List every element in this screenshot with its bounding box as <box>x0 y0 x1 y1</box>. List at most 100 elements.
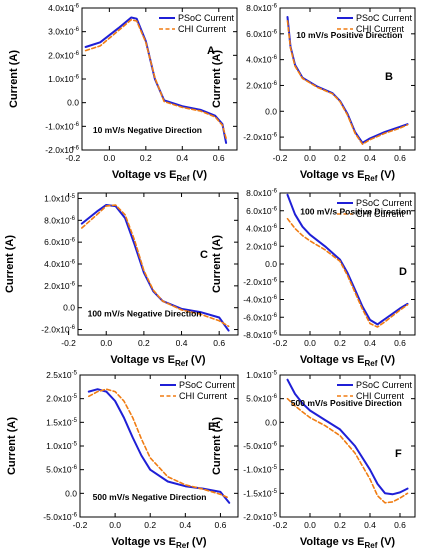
y-tick-label: -8.0x10-6 <box>243 330 277 340</box>
psoc-current-line <box>80 204 230 332</box>
y-tick-label: 2.0x10-6 <box>44 281 76 291</box>
x-tick-label: 0.2 <box>334 153 346 163</box>
x-axis-label: Voltage vs ERef (V) <box>111 536 207 550</box>
y-tick-label: 2.0x10-6 <box>246 80 278 90</box>
x-tick-label: -0.2 <box>273 153 288 163</box>
y-tick-label: 3.0x10-6 <box>48 27 80 37</box>
y-tick-label: 0.0 <box>65 488 77 498</box>
x-tick-label: 0.4 <box>176 153 188 163</box>
x-tick-label: -0.2 <box>73 520 88 530</box>
legend-psoc-label: PSoC Current <box>356 198 413 208</box>
x-tick-label: 0.0 <box>103 153 115 163</box>
x-tick-label: 0.2 <box>144 520 156 530</box>
x-tick-label: -0.2 <box>66 153 81 163</box>
x-tick-label: 0.2 <box>334 338 346 348</box>
y-tick-label: 4.0x10-6 <box>246 224 278 234</box>
y-tick-label: -2.0x10-6 <box>41 325 75 335</box>
y-tick-label: -4.0x10-6 <box>243 295 277 305</box>
x-axis-label: Voltage vs ERef (V) <box>110 354 206 368</box>
legend-psoc-label: PSoC Current <box>179 380 236 390</box>
legend-psoc-label: PSoC Current <box>178 13 235 23</box>
x-tick-label: 0.6 <box>394 153 406 163</box>
panel-f: -0.2 0.0 0.2 0.4 0.6 -2.0x10-5 -1.5x10-5 -1.0x1… <box>211 370 416 550</box>
panel-letter: D <box>399 266 407 278</box>
y-tick-label: -5.0x10-6 <box>243 441 277 451</box>
y-tick-label: -2.0x10-6 <box>243 132 277 142</box>
y-tick-label: -6.0x10-6 <box>243 312 277 322</box>
x-tick-label: 0.4 <box>364 520 376 530</box>
legend-chi-label: CHI Current <box>178 24 227 34</box>
panel-letter: F <box>395 448 402 460</box>
legend-chi-label: CHI Current <box>356 209 405 219</box>
y-axis-label: Current (A) <box>211 50 223 108</box>
y-tick-label: 2.0x10-6 <box>246 241 278 251</box>
y-tick-label: -2.0x10-5 <box>243 512 277 522</box>
legend-chi-label: CHI Current <box>179 391 228 401</box>
x-tick-label: -0.2 <box>61 338 76 348</box>
psoc-current-line <box>87 388 231 504</box>
y-tick-label: -5.0x10-6 <box>43 512 77 522</box>
psoc-current-line <box>286 193 409 326</box>
x-tick-label: -0.2 <box>273 338 288 348</box>
y-tick-label: 4.0x10-6 <box>44 259 76 269</box>
panel-letter: E <box>208 421 215 433</box>
y-axis-label: Current (A) <box>211 235 223 293</box>
y-tick-label: 4.0x10-6 <box>246 55 278 65</box>
chi-current-line <box>286 20 409 145</box>
x-tick-label: 0.6 <box>394 520 406 530</box>
chi-current-line <box>286 397 409 504</box>
y-tick-label: 5.0x10-6 <box>46 465 78 475</box>
y-tick-label: 0.0 <box>265 417 277 427</box>
y-tick-label: 1.0x10-5 <box>246 370 278 380</box>
x-tick-label: 0.4 <box>179 520 191 530</box>
legend-chi-label: CHI Current <box>356 391 405 401</box>
panel-annotation: 10 mV/s Negative Direction <box>93 125 202 135</box>
chi-current-line <box>286 217 409 328</box>
y-tick-label: 0.0 <box>265 106 277 116</box>
y-tick-label: 2.0x10-6 <box>48 50 80 60</box>
y-tick-label: 1.0x10-5 <box>46 441 78 451</box>
y-axis-label: Current (A) <box>6 417 18 475</box>
y-tick-label: 5.0x10-6 <box>246 394 278 404</box>
psoc-current-line <box>286 378 409 496</box>
panel-annotation: 500 mV/s Negative Direction <box>93 492 207 502</box>
panel-annotation: 100 mV/s Positive Direction <box>300 206 411 216</box>
x-tick-label: 0.2 <box>140 153 152 163</box>
y-axis-label: Current (A) <box>4 235 16 293</box>
y-tick-label: 6.0x10-6 <box>246 29 278 39</box>
y-tick-label: 1.5x10-5 <box>46 417 78 427</box>
chi-current-line <box>84 18 227 139</box>
legend-psoc-label: PSoC Current <box>356 13 413 23</box>
y-tick-label: 2.5x10-5 <box>46 370 78 380</box>
y-tick-label: -1.0x10-5 <box>243 465 277 475</box>
panel-annotation: 100 mV/s Negative Direction <box>88 309 202 319</box>
y-axis-label: Current (A) <box>8 50 20 108</box>
y-tick-label: 1.0x10-5 <box>44 193 76 203</box>
y-tick-label: 6.0x10-6 <box>44 237 76 247</box>
y-tick-label: 8.0x10-6 <box>246 188 278 198</box>
panel-d: -0.2 0.0 0.2 0.4 0.6 -8.0x10-6 -6.0x10-6 -4.0x1… <box>211 188 416 368</box>
panel-annotation: 10 mV/s Positive Direction <box>296 30 402 40</box>
x-axis-label: Voltage vs ERef (V) <box>112 169 208 183</box>
x-axis-label: Voltage vs ERef (V) <box>300 169 396 183</box>
y-tick-label: -1.5x10-5 <box>243 488 277 498</box>
y-tick-label: 0.0 <box>67 98 79 108</box>
x-tick-label: 0.6 <box>213 338 225 348</box>
plot-frame <box>279 7 416 151</box>
x-tick-label: 0.0 <box>109 520 121 530</box>
legend-psoc-label: PSoC Current <box>356 380 413 390</box>
y-tick-label: 8.0x10-6 <box>246 3 278 13</box>
panel-letter: A <box>207 45 215 57</box>
x-tick-label: 0.0 <box>304 153 316 163</box>
y-tick-label: 2.0x10-5 <box>46 394 78 404</box>
x-tick-label: 0.2 <box>138 338 150 348</box>
x-axis-label: Voltage vs ERef (V) <box>300 354 396 368</box>
panel-letter: B <box>385 71 393 83</box>
psoc-current-line <box>84 16 228 144</box>
y-tick-label: -2.0x10-6 <box>243 277 277 287</box>
panel-annotation: 500 mV/s Positive Direction <box>291 398 402 408</box>
x-tick-label: 0.4 <box>364 338 376 348</box>
panel-e: -0.2 0.0 0.2 0.4 0.6 -5.0x10-6 0.0 5.0x10-6 1.0x… <box>6 370 239 550</box>
x-tick-label: 0.0 <box>304 520 316 530</box>
